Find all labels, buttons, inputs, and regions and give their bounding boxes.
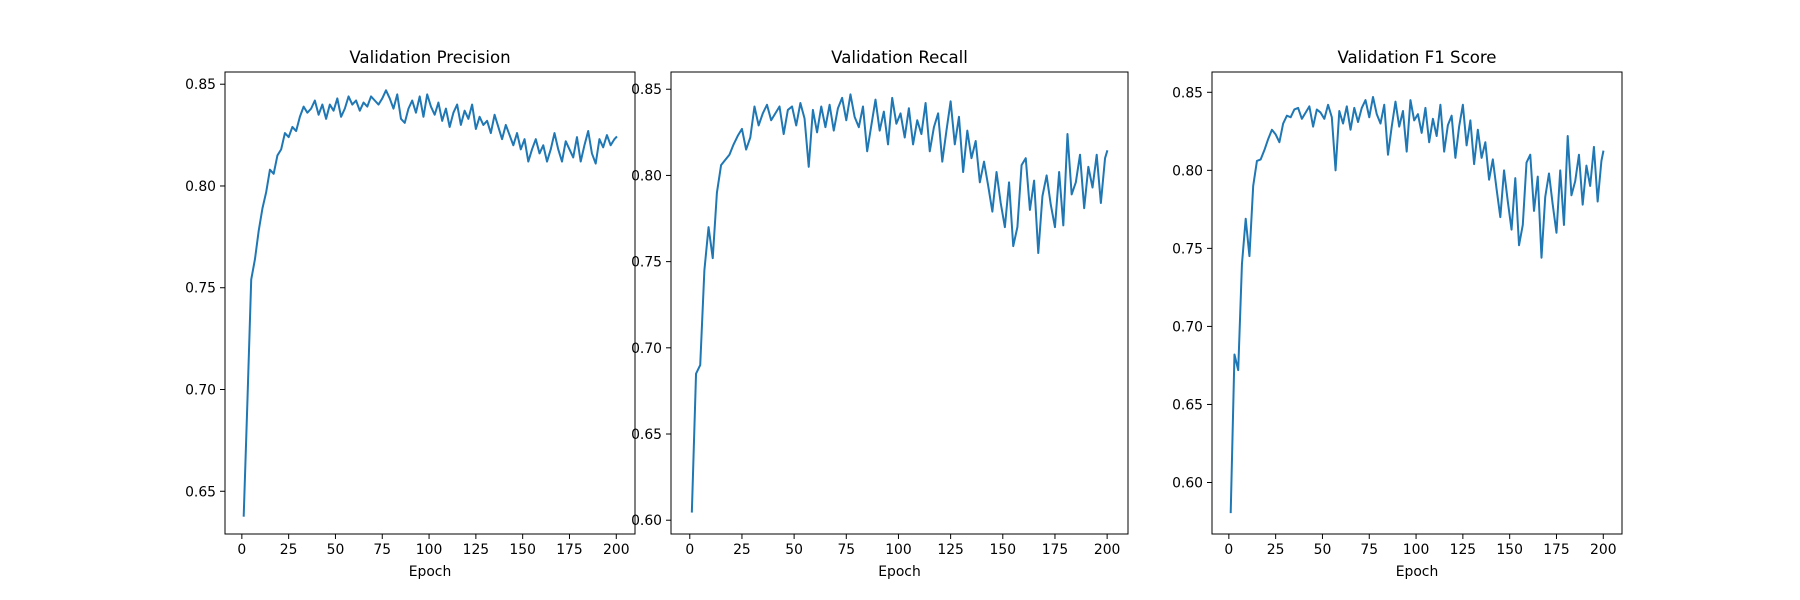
x-axis-label: Epoch [409, 564, 452, 580]
x-tick-label: 50 [327, 542, 345, 558]
x-axis-label: Epoch [878, 564, 921, 580]
chart-panel-1: 0 25 50 75 100 125 150 175 200 0.65 0.70 0.75 0.80 0.… [185, 48, 636, 580]
x-tick-label: 125 [937, 542, 964, 558]
y-tick-label: 0.65 [185, 484, 216, 500]
x-tick-label: 175 [556, 542, 583, 558]
x-tick-label: 0 [237, 542, 246, 558]
x-tick-label: 125 [1450, 542, 1477, 558]
y-tick-label: 0.65 [1172, 397, 1203, 413]
plot-frame [224, 71, 636, 535]
x-tick-label: 0 [685, 542, 694, 558]
y-tick-label: 0.85 [631, 82, 662, 98]
x-tick-label: 150 [509, 542, 536, 558]
chart-panel-2: 0 25 50 75 100 125 150 175 200 0.60 0.65 0.70 0.75 0.… [631, 48, 1129, 580]
y-tick-label: 0.70 [631, 341, 662, 357]
x-tick-label: 50 [785, 542, 803, 558]
y-tick-label: 0.75 [1172, 241, 1203, 257]
y-tick-label: 0.60 [631, 513, 662, 529]
series-line-1 [1229, 95, 1605, 514]
x-tick-label: 75 [837, 542, 855, 558]
y-tick-label: 0.85 [1172, 85, 1203, 101]
x-tick-label: 200 [1094, 542, 1121, 558]
chart-title: Validation Precision [349, 48, 510, 67]
y-tick-label: 0.70 [185, 382, 216, 398]
x-tick-label: 175 [1543, 542, 1570, 558]
x-tick-label: 25 [733, 542, 751, 558]
x-tick-label: 25 [280, 542, 298, 558]
plot-frame [670, 71, 1129, 535]
x-tick-label: 125 [463, 542, 490, 558]
x-axis-label: Epoch [1396, 564, 1439, 580]
x-tick-label: 50 [1314, 542, 1332, 558]
chart-title: Validation F1 Score [1337, 48, 1496, 67]
y-tick-label: 0.75 [631, 255, 662, 271]
x-tick-label: 75 [1360, 542, 1378, 558]
x-tick-label: 150 [1496, 542, 1523, 558]
x-tick-label: 150 [990, 542, 1017, 558]
x-tick-label: 200 [603, 542, 630, 558]
y-tick-label: 0.80 [185, 179, 216, 195]
y-tick-label: 0.80 [631, 168, 662, 184]
y-tick-label: 0.70 [1172, 319, 1203, 335]
y-tick-label: 0.85 [185, 77, 216, 93]
series-line-1 [690, 93, 1109, 513]
plot-frame [1211, 71, 1623, 535]
x-tick-label: 175 [1042, 542, 1069, 558]
y-tick-label: 0.80 [1172, 163, 1203, 179]
y-tick-label: 0.65 [631, 427, 662, 443]
series-line-1 [242, 89, 618, 517]
x-tick-label: 0 [1224, 542, 1233, 558]
x-tick-label: 200 [1590, 542, 1617, 558]
chart-panel-3: 0 25 50 75 100 125 150 175 200 0.60 0.65 0.70 0.75 0.… [1172, 48, 1623, 580]
x-tick-label: 100 [416, 542, 443, 558]
x-tick-label: 25 [1267, 542, 1285, 558]
y-tick-label: 0.60 [1172, 475, 1203, 491]
x-tick-label: 75 [373, 542, 391, 558]
y-tick-label: 0.75 [185, 281, 216, 297]
chart-title: Validation Recall [831, 48, 968, 67]
x-tick-label: 100 [1403, 542, 1430, 558]
x-tick-label: 100 [885, 542, 912, 558]
